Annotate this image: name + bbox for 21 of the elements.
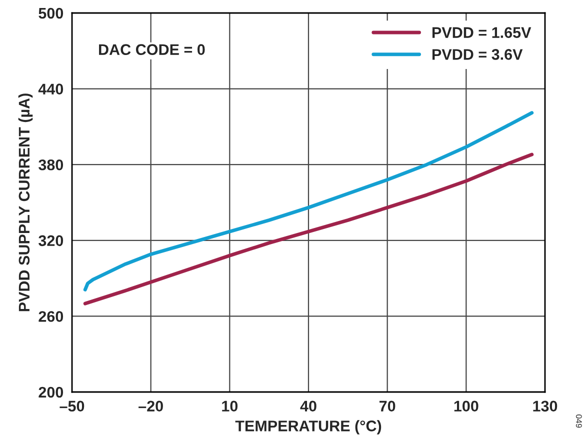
line-series — [83, 152, 534, 306]
y-tick-label: 380 — [38, 159, 64, 170]
legend-label: PVDD = 3.6V — [432, 49, 523, 60]
x-axis-title: TEMPERATURE (°C) — [235, 420, 382, 434]
y-tick-label: 320 — [38, 235, 64, 246]
legend-label: PVDD = 1.65V — [432, 27, 532, 38]
annotation: DAC CODE = 0 — [99, 44, 205, 55]
text: 049 — [576, 414, 582, 428]
y-tick-label: 440 — [38, 84, 64, 94]
x-tick-label: 130 — [533, 400, 558, 412]
y-tick-label: 260 — [38, 311, 64, 322]
x-tick-label: 100 — [454, 400, 478, 412]
x-tick-label: 40 — [300, 400, 316, 412]
x-tick-label: –50 — [60, 400, 84, 412]
y-axis-title: PVDD SUPPLY CURRENT (µA) — [18, 94, 33, 312]
y-tick-label: 500 — [38, 8, 64, 19]
x-tick-label: 10 — [222, 400, 238, 412]
line-series — [83, 111, 534, 292]
y-tick-label: 200 — [38, 386, 64, 398]
x-tick-label: –20 — [138, 400, 163, 412]
x-tick-label: 70 — [379, 400, 396, 412]
